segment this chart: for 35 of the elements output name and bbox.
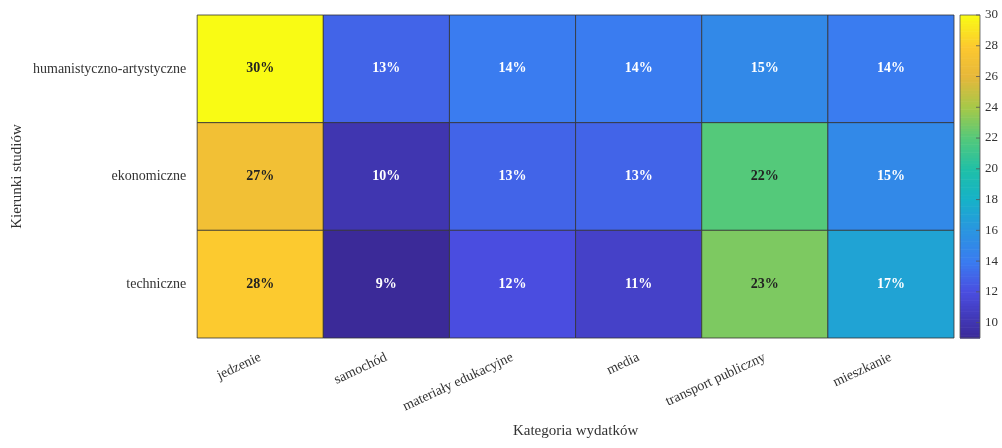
color-bar-label: 26 (985, 67, 999, 83)
data-label: 13% (498, 168, 527, 184)
color-bar-label: 16 (985, 221, 999, 237)
data-label: 30% (246, 60, 275, 76)
data-label: 23% (750, 275, 779, 291)
color-bar-label: 22 (985, 129, 998, 145)
data-label: 9% (375, 275, 397, 291)
data-label: 17% (876, 275, 905, 291)
data-label: 14% (624, 60, 653, 76)
data-label: 28% (246, 275, 275, 291)
data-label: 12% (498, 275, 527, 291)
color-bar-label: 10 (985, 314, 998, 330)
color-bar-label: 18 (985, 191, 998, 206)
color-bar-label: 12 (985, 283, 998, 299)
data-label: 11% (625, 275, 653, 291)
data-label: 14% (876, 60, 905, 76)
color-bar-label: 24 (985, 98, 999, 114)
color-bar-label: 28 (985, 37, 998, 53)
y-tick-label: techniczne (126, 275, 187, 291)
data-label: 13% (372, 60, 401, 76)
x-axis-title: Kategoria wydatków (512, 421, 639, 438)
color-bar-label: 14 (985, 252, 999, 268)
data-label: 15% (750, 60, 779, 76)
data-label: 14% (498, 60, 527, 76)
color-bar-label: 30 (985, 6, 998, 22)
data-label: 10% (372, 168, 401, 184)
y-tick-label: ekonomiczne (111, 168, 187, 184)
data-label: 15% (876, 168, 905, 184)
data-label: 22% (750, 168, 779, 184)
x-tick-label: media (604, 348, 643, 378)
y-axis-title: Kierunki studiów (7, 124, 24, 229)
y-tick-label: humanistyczno-artystyczne (32, 60, 187, 76)
data-label: 27% (246, 168, 275, 184)
color-bar-label: 20 (985, 160, 998, 176)
data-label: 13% (624, 168, 653, 184)
